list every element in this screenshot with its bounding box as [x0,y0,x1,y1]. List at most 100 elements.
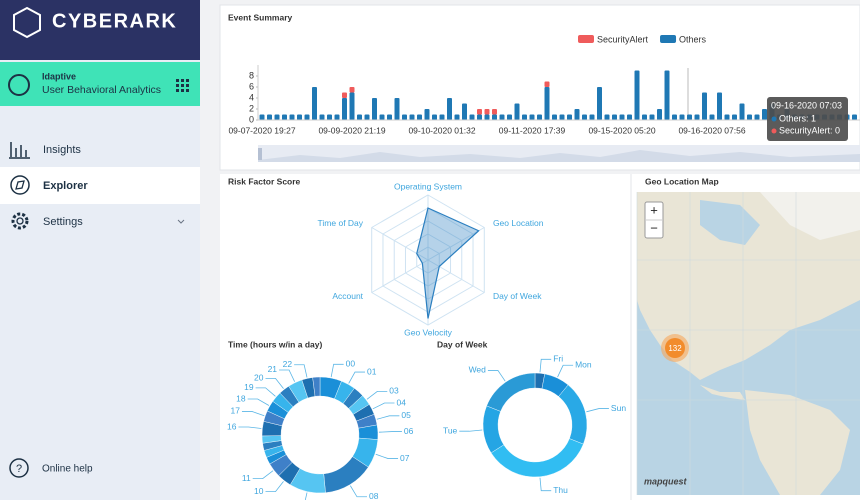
bar-segment [349,92,355,120]
leader-line [366,390,388,400]
settings-icon [11,212,29,230]
leader-line [265,481,284,492]
settings-icon-core [16,217,24,225]
leader-line [349,485,367,498]
donut-label: 11 [242,473,251,483]
slider-preview [258,150,860,162]
leader-line [304,492,308,500]
insights-icon [9,142,30,159]
bar-segment [267,114,272,120]
bar-segment [574,109,580,120]
chart-title: Risk Factor Score [228,176,301,186]
bar-segment [567,114,572,120]
leader-line [241,411,265,417]
hudson-bay [700,200,760,245]
bar-segment [297,114,302,120]
app-name: User Behavioral Analytics [42,84,161,96]
bar-segment [387,114,392,120]
nav-selected [0,167,200,204]
product: Idaptive [42,71,76,81]
map-title: Geo Location Map [645,176,719,186]
bar-segment [634,70,640,120]
arctic [760,192,860,240]
x-tick-label: 09-11-2020 17:39 [499,125,566,135]
x-tick-label: 09-16-2020 07:56 [678,125,745,135]
bar-segment [462,103,467,120]
explorer-icon [10,175,30,195]
donut-segment[interactable] [312,376,321,397]
bar-segment [454,114,460,120]
nav-item[interactable]: Insights [43,144,81,156]
chevron[interactable] [177,219,185,224]
leader-line [348,371,366,384]
donut-label: 21 [268,364,278,374]
donut-segment[interactable] [486,372,536,412]
bar-segment [604,114,610,120]
logo [13,6,41,39]
donut-label: 19 [244,382,254,392]
bar-segment [469,114,475,120]
bar-segment [544,87,550,120]
bar-segment [499,114,505,120]
bar-segment [589,114,595,120]
bar-segment [289,114,295,120]
app-bar[interactable] [0,62,200,106]
leader-line [265,378,284,389]
radar-label: Geo Location [493,218,544,228]
bar-segment [754,114,760,120]
analytics-panel [220,174,630,500]
bar-segment [664,70,670,120]
donut-label: Thu [553,485,568,495]
bar-segment [342,98,347,120]
donut-label: 22 [283,359,293,369]
bar-segment [514,103,520,120]
bar-segment [447,98,452,120]
radar-label: Time of Day [318,218,364,228]
donut-label: 01 [367,366,377,376]
leader-line [372,402,395,410]
bar-segment [319,114,325,120]
leader-line [378,431,402,433]
bar-segment [409,114,415,120]
radar-label: Account [332,291,363,301]
bar-segment [357,114,362,120]
nav-item[interactable]: Settings [43,216,83,228]
bar-segment [327,114,332,120]
nav-item[interactable]: Explorer [43,180,88,192]
bar-segment [627,114,632,120]
cluster-count: 132 [668,344,682,353]
bar-segment [537,114,542,120]
bar-segment [507,114,512,120]
app-icon [8,74,30,96]
cluster[interactable] [665,338,685,358]
slider-handle[interactable] [258,148,262,160]
donut-label: 16 [227,421,237,431]
zoom-out[interactable]: − [650,220,658,235]
donut-label: 04 [397,397,407,407]
bar-segment [439,114,445,120]
bar-segment [702,92,707,120]
bar-segment [334,114,340,120]
tooltip-line: Others: 1 [779,113,816,123]
donut-label: Wed [469,365,487,375]
bar-segment [372,98,377,120]
chart-title: Time (hours w/in a day) [228,339,322,349]
bar-segment [687,114,692,120]
x-tick-label: 09-09-2020 21:19 [318,125,385,135]
app-grid-icon[interactable] [176,79,189,92]
legend-swatch [578,35,594,43]
chart-title: Event Summary [228,12,293,22]
bar-segment [747,114,752,120]
leader-line [487,370,506,382]
event-panel [219,4,860,171]
zoom-in[interactable]: + [650,202,658,217]
bar-segment [402,114,407,120]
donut-label: 07 [400,453,410,463]
radar-spoke [427,227,485,261]
leader-line [294,364,308,378]
bar-segment [477,109,482,115]
help-link[interactable]: Online help [42,464,93,475]
bar-segment [694,114,700,120]
donut-label: Mon [575,360,592,370]
